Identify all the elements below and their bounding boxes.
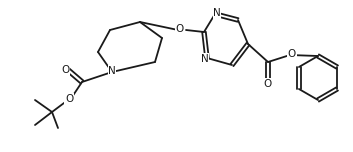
Text: O: O — [264, 79, 272, 89]
Text: O: O — [65, 94, 73, 104]
Text: N: N — [213, 8, 221, 18]
Text: N: N — [108, 66, 116, 76]
Text: O: O — [288, 49, 296, 59]
Text: N: N — [201, 54, 209, 64]
Text: O: O — [61, 65, 69, 75]
Text: O: O — [176, 24, 184, 34]
